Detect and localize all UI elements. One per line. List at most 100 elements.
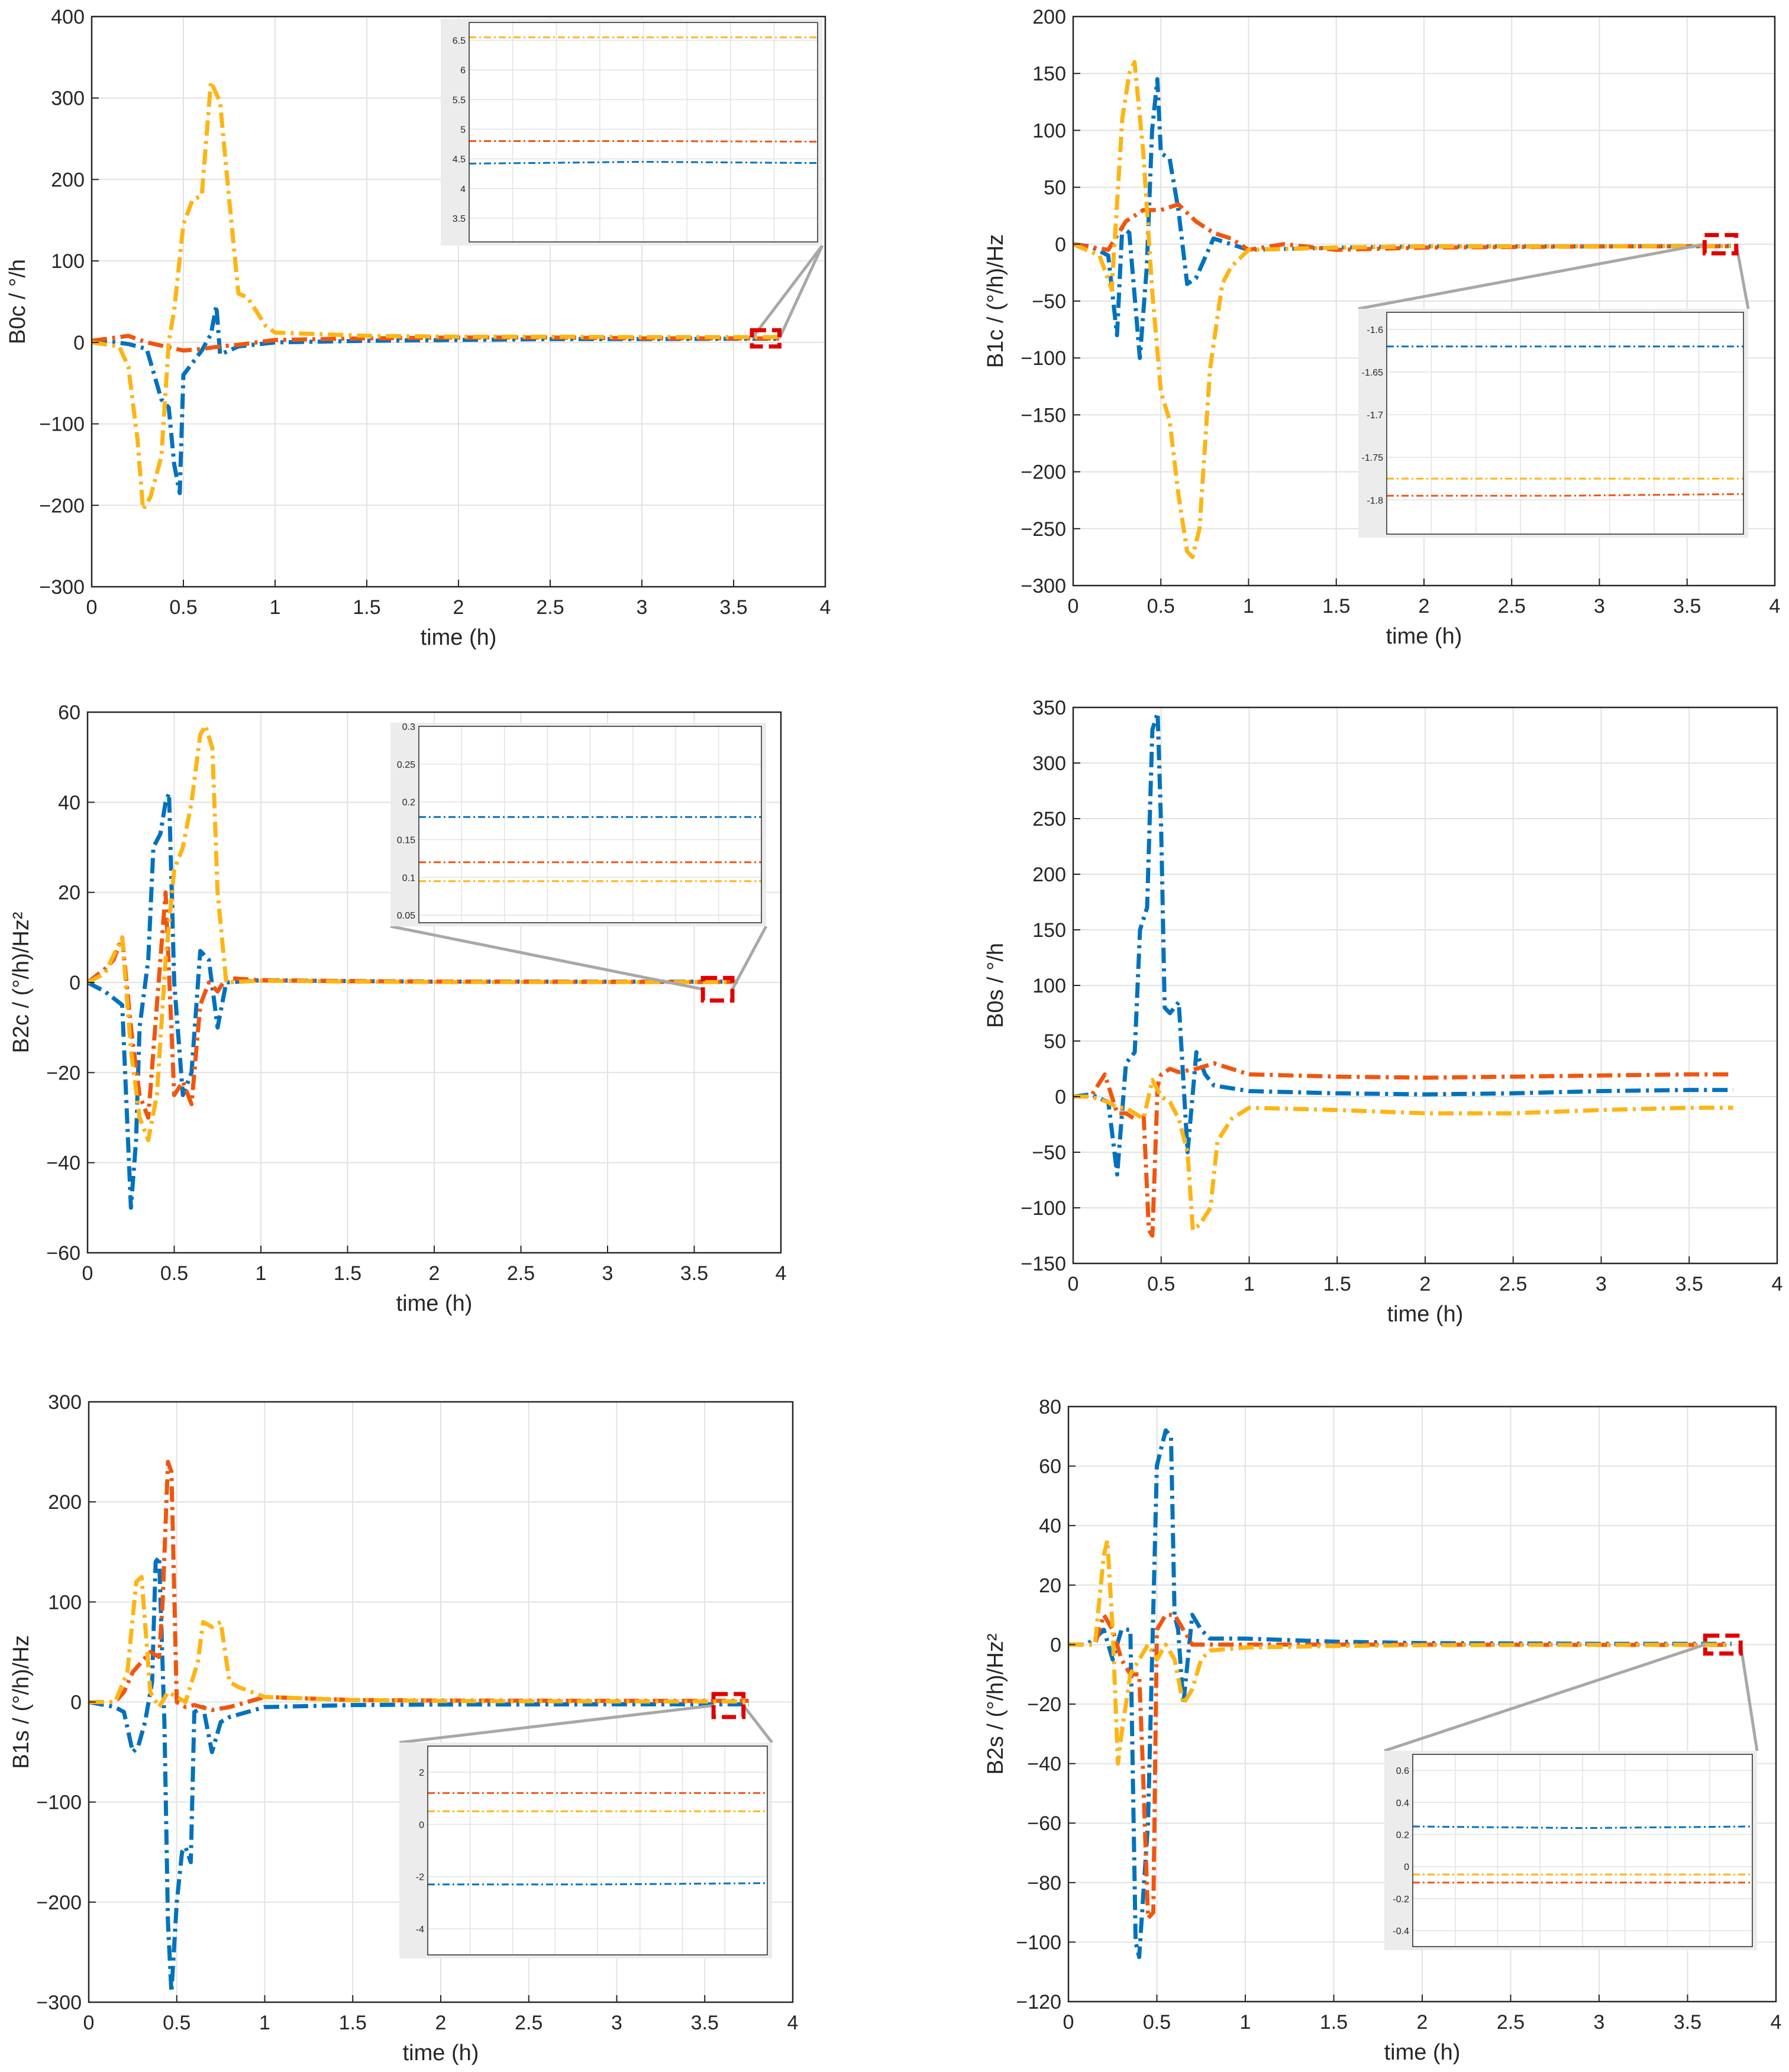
y-tick-label: 0 bbox=[1055, 1086, 1066, 1108]
y-tick-label: −100 bbox=[1021, 1197, 1066, 1220]
series-1-line bbox=[1068, 1428, 1732, 1960]
y-tick-label: 50 bbox=[1044, 1030, 1066, 1053]
chart-6: 0 0.5 1 1.5 2 2.5 3 3.5 4 −120 −100 −80 −60 −40 −20 0 20… bbox=[983, 1396, 1781, 2065]
zoom-connector bbox=[1739, 1644, 1759, 1751]
x-tick-label: 3.5 bbox=[1673, 595, 1701, 618]
inset-y-tick-label: -1.75 bbox=[1362, 453, 1384, 463]
x-tick-label: 0.5 bbox=[1143, 2011, 1171, 2034]
y-tick-label: 350 bbox=[1032, 697, 1066, 719]
inset-y-tick-label: -0.4 bbox=[1393, 1926, 1409, 1937]
y-tick-label: −100 bbox=[36, 1792, 82, 1814]
x-tick-label: 1.5 bbox=[1320, 2011, 1348, 2034]
series-3-line bbox=[1068, 1538, 1732, 1766]
series-3-line bbox=[1073, 1078, 1733, 1233]
inset-y-tick-label: 2 bbox=[419, 1768, 424, 1778]
x-axis-title: time (h) bbox=[396, 1291, 473, 1316]
series-1-line bbox=[88, 791, 738, 1210]
x-axis-title: time (h) bbox=[1384, 2040, 1461, 2065]
x-tick-label: 0 bbox=[83, 2012, 95, 2034]
series-2-line bbox=[92, 334, 780, 353]
y-tick-label: −50 bbox=[1032, 290, 1066, 313]
inset-axes-box bbox=[418, 726, 762, 923]
zoom-connector bbox=[778, 244, 824, 340]
series-3-line bbox=[88, 723, 738, 1143]
zoom-region-box bbox=[1703, 1633, 1743, 1656]
y-tick-label: 200 bbox=[1032, 864, 1066, 886]
y-axis-title: B0c / °/h bbox=[5, 259, 30, 344]
x-tick-label: 0.5 bbox=[163, 2012, 190, 2034]
zoom-connector bbox=[390, 925, 703, 991]
x-tick-label: 0.5 bbox=[160, 1262, 188, 1285]
x-tick-label: 4 bbox=[776, 1262, 787, 1285]
y-tick-label: −200 bbox=[1021, 461, 1066, 484]
y-tick-label: 400 bbox=[51, 6, 85, 28]
x-tick-label: 1 bbox=[259, 2012, 270, 2034]
y-tick-label: 100 bbox=[51, 250, 85, 273]
x-tick-label: 1 bbox=[256, 1262, 267, 1285]
y-axis-title: B2s / (°/h)/Hz² bbox=[983, 1633, 1008, 1774]
chart-2: 0 0.5 1 1.5 2 2.5 3 3.5 4 −300 −250 −200 −150 −100 −50… bbox=[983, 6, 1780, 649]
inset-y-tick-label: 4 bbox=[460, 185, 466, 195]
inset-y-tick-label: 0.4 bbox=[1396, 1798, 1409, 1808]
inset-y-tick-label: -2 bbox=[416, 1873, 424, 1883]
x-tick-label: 2 bbox=[453, 596, 464, 619]
y-tick-label: −20 bbox=[1027, 1693, 1061, 1716]
zoom-connector bbox=[751, 244, 824, 340]
x-tick-label: 1.5 bbox=[1322, 595, 1350, 618]
y-axis-title: B1c / (°/h)/Hz bbox=[983, 234, 1008, 368]
x-tick-label: 1.5 bbox=[1323, 1273, 1351, 1295]
zoom-connector bbox=[742, 1704, 773, 1744]
inset-y-tick-label: -4 bbox=[416, 1925, 424, 1935]
y-tick-label: 300 bbox=[1032, 752, 1066, 775]
x-tick-label: 2 bbox=[429, 1262, 440, 1285]
x-tick-label: 0.5 bbox=[169, 596, 197, 619]
inset-chart: 3.5 4 4.5 5 5.5 6 6.5 bbox=[441, 19, 822, 245]
inset-y-tick-label: 5.5 bbox=[453, 95, 466, 105]
zoom-region-box bbox=[750, 328, 782, 349]
y-tick-label: 200 bbox=[51, 169, 85, 191]
inset-axes-box bbox=[1386, 312, 1744, 535]
inset-y-tick-label: 6.5 bbox=[453, 36, 466, 46]
series-3-line bbox=[1073, 60, 1731, 560]
x-tick-label: 3 bbox=[1594, 2011, 1605, 2034]
x-axis-title: time (h) bbox=[403, 2041, 479, 2065]
x-tick-label: 4 bbox=[820, 596, 831, 619]
inset-y-tick-label: -1.6 bbox=[1367, 325, 1383, 335]
inset-series-2-line bbox=[469, 140, 818, 143]
zoom-connector bbox=[731, 925, 768, 990]
y-tick-label: 250 bbox=[1032, 808, 1066, 830]
x-tick-label: 2 bbox=[1420, 1273, 1431, 1295]
inset-chart: -1.8 -1.75 -1.7 -1.65 -1.6 bbox=[1358, 309, 1748, 538]
chart-5: 0 0.5 1 1.5 2 2.5 3 3.5 4 −300 −200 −100 0 100 200 300 t… bbox=[9, 1391, 798, 2065]
x-tick-label: 0 bbox=[1068, 595, 1079, 618]
y-tick-label: −300 bbox=[39, 576, 85, 599]
chart-4: 0 0.5 1 1.5 2 2.5 3 3.5 4 −150 −100 −50 0 50 100 150 200… bbox=[983, 697, 1782, 1327]
x-tick-label: 1 bbox=[270, 596, 281, 619]
x-tick-label: 4 bbox=[1771, 2011, 1782, 2034]
y-axis-title: B2c / (°/h)/Hz² bbox=[9, 911, 34, 1053]
x-tick-label: 3 bbox=[611, 2012, 622, 2034]
x-axis-title: time (h) bbox=[1386, 624, 1462, 649]
zoom-region-box bbox=[1702, 232, 1739, 256]
y-tick-label: −50 bbox=[1032, 1142, 1066, 1164]
x-tick-label: 2 bbox=[1417, 2011, 1428, 2034]
y-tick-label: −250 bbox=[1021, 518, 1066, 541]
y-axis-title: B0s / °/h bbox=[983, 943, 1008, 1028]
inset-y-tick-label: -1.65 bbox=[1362, 368, 1384, 378]
inset-axes-box bbox=[427, 1745, 768, 1955]
y-tick-label: 0 bbox=[1055, 234, 1066, 256]
x-tick-label: 2.5 bbox=[1498, 595, 1526, 618]
inset-y-tick-label: -1.7 bbox=[1367, 410, 1383, 421]
x-tick-label: 3 bbox=[602, 1262, 613, 1285]
y-tick-label: 0 bbox=[73, 332, 85, 354]
x-tick-label: 1 bbox=[1240, 2011, 1251, 2034]
inset-y-tick-label: 0.2 bbox=[402, 798, 415, 808]
inset-y-tick-label: 0.15 bbox=[397, 836, 415, 846]
y-tick-label: −100 bbox=[1021, 347, 1066, 370]
zoom-region-box bbox=[700, 975, 735, 1003]
inset-y-tick-label: 6 bbox=[460, 66, 466, 76]
inset-y-tick-label: 0.25 bbox=[397, 760, 415, 770]
y-tick-label: −60 bbox=[1027, 1812, 1061, 1835]
y-tick-label: 100 bbox=[1032, 975, 1066, 997]
inset-axes-box bbox=[469, 22, 818, 243]
